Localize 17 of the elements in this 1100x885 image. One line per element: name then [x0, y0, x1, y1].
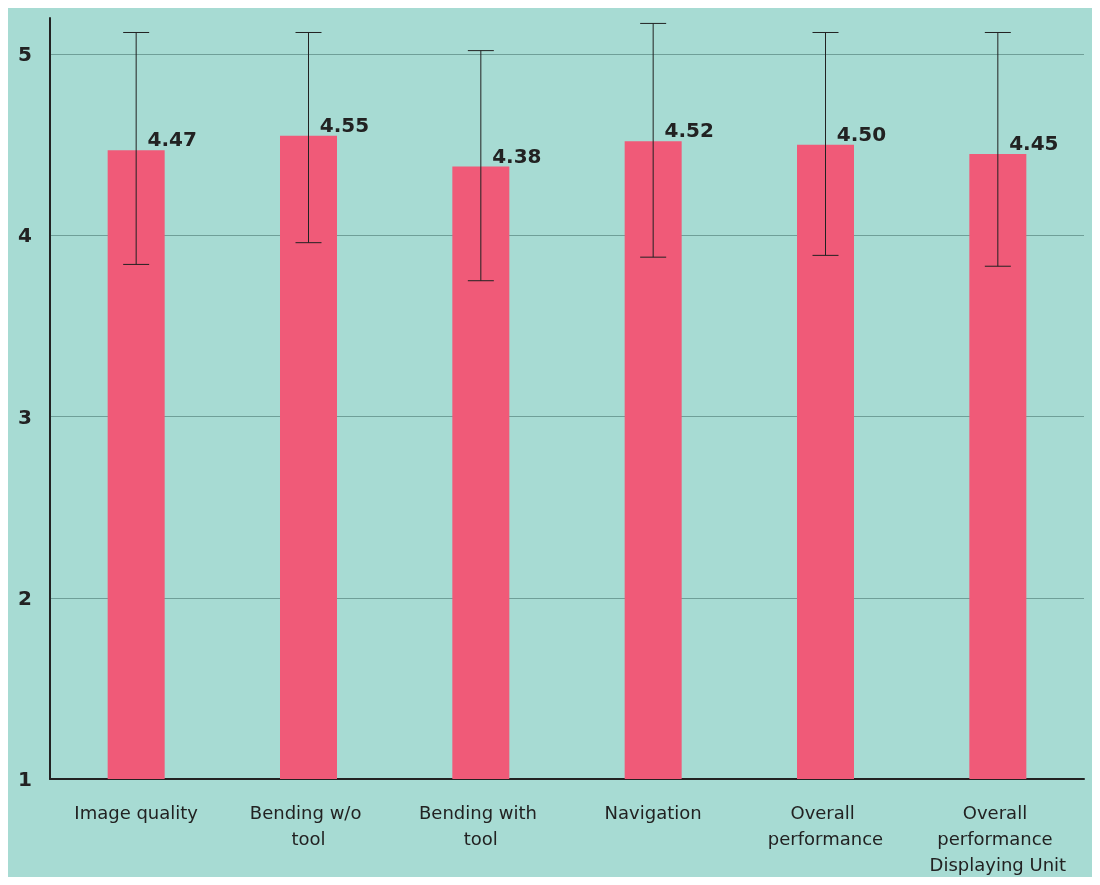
- x-tick-label: Overall performance: [767, 801, 884, 849]
- data-label: 4.52: [664, 118, 714, 143]
- x-tick-label: Bending w/o tool: [249, 801, 368, 849]
- x-tick-label: Navigation: [604, 801, 702, 823]
- x-tick-label: Overall performance Displaying Unit: [929, 801, 1067, 875]
- y-tick-label: 3: [18, 404, 32, 429]
- y-tick-label: 1: [18, 767, 32, 791]
- data-label: 4.47: [147, 127, 197, 152]
- x-tick-label: Bending with tool: [418, 801, 543, 849]
- data-label: 4.45: [1009, 130, 1059, 155]
- y-tick-label: 5: [18, 42, 32, 67]
- x-tick-label: Image quality: [74, 801, 199, 823]
- data-label: 4.50: [836, 121, 887, 146]
- y-tick-label: 4: [18, 223, 32, 248]
- y-tick-label: 2: [18, 585, 32, 610]
- data-label: 4.38: [492, 143, 542, 168]
- data-label: 4.55: [319, 112, 370, 137]
